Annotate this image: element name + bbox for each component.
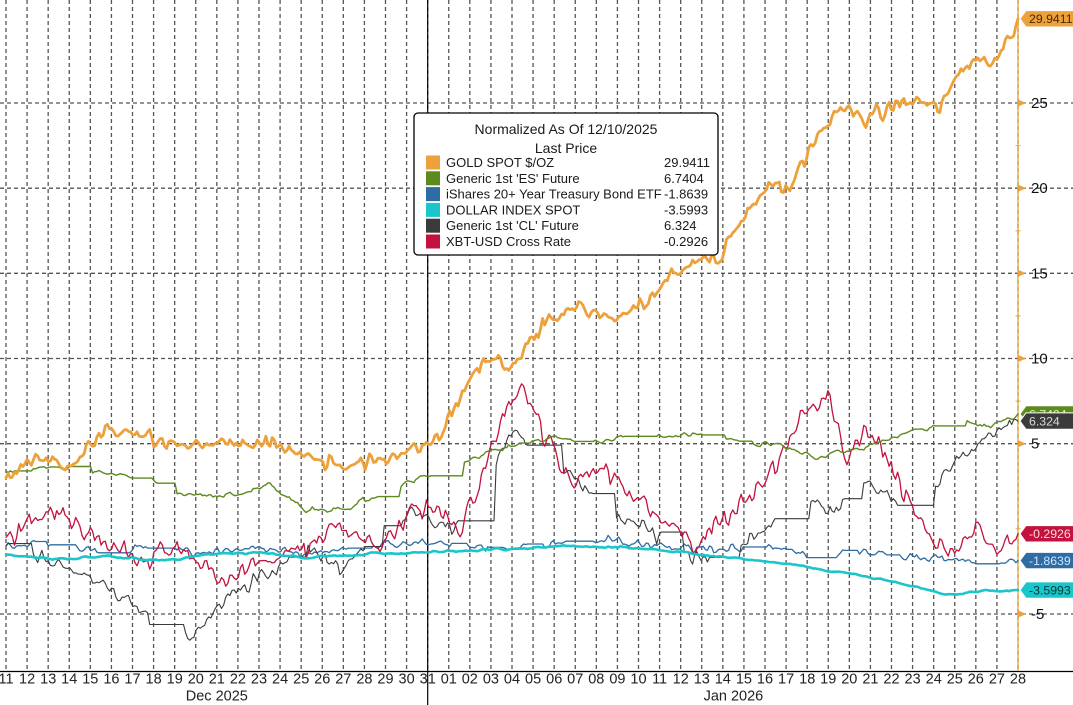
svg-text:10: 10 — [1031, 351, 1048, 368]
svg-text:28: 28 — [356, 672, 372, 688]
svg-text:6.7404: 6.7404 — [664, 171, 704, 186]
svg-text:22: 22 — [883, 672, 899, 688]
svg-text:22: 22 — [230, 672, 246, 688]
svg-text:20: 20 — [1031, 180, 1048, 197]
svg-text:12: 12 — [19, 672, 35, 688]
svg-text:23: 23 — [905, 672, 921, 688]
svg-text:-3.5993: -3.5993 — [1029, 584, 1071, 598]
svg-text:XBT-USD Cross Rate: XBT-USD Cross Rate — [446, 234, 571, 249]
svg-text:15: 15 — [736, 672, 752, 688]
svg-text:19: 19 — [820, 672, 836, 688]
svg-text:6.324: 6.324 — [1029, 415, 1060, 429]
svg-text:Generic 1st 'CL' Future: Generic 1st 'CL' Future — [446, 218, 579, 233]
svg-text:25: 25 — [293, 672, 309, 688]
svg-text:02: 02 — [462, 672, 478, 688]
svg-text:18: 18 — [146, 672, 162, 688]
svg-text:28: 28 — [1010, 672, 1026, 688]
svg-text:15: 15 — [82, 672, 98, 688]
svg-text:05: 05 — [525, 672, 541, 688]
svg-text:Generic 1st 'ES' Future: Generic 1st 'ES' Future — [446, 171, 580, 186]
svg-text:-3.5993: -3.5993 — [664, 202, 708, 217]
svg-text:27: 27 — [335, 672, 351, 688]
svg-text:6.324: 6.324 — [664, 218, 697, 233]
svg-text:29: 29 — [377, 672, 393, 688]
svg-text:23: 23 — [251, 672, 267, 688]
svg-text:06: 06 — [546, 672, 562, 688]
svg-text:15: 15 — [1031, 265, 1048, 282]
svg-text:26: 26 — [968, 672, 984, 688]
svg-text:09: 09 — [609, 672, 625, 688]
svg-text:13: 13 — [694, 672, 710, 688]
svg-text:-5: -5 — [1031, 606, 1044, 623]
svg-text:16: 16 — [757, 672, 773, 688]
svg-text:17: 17 — [778, 672, 794, 688]
svg-text:Normalized As Of 12/10/2025: Normalized As Of 12/10/2025 — [475, 121, 658, 137]
svg-text:iShares 20+ Year Treasury Bond: iShares 20+ Year Treasury Bond ETF — [446, 187, 662, 202]
svg-text:27: 27 — [989, 672, 1005, 688]
svg-text:29.9411: 29.9411 — [664, 155, 710, 170]
svg-text:GOLD SPOT $/OZ: GOLD SPOT $/OZ — [446, 155, 554, 170]
svg-text:Jan 2026: Jan 2026 — [704, 689, 764, 705]
svg-text:13: 13 — [40, 672, 56, 688]
svg-text:30: 30 — [399, 672, 415, 688]
svg-text:25: 25 — [1031, 95, 1048, 112]
svg-text:12: 12 — [673, 672, 689, 688]
svg-text:-1.8639: -1.8639 — [1029, 554, 1071, 568]
svg-text:07: 07 — [567, 672, 583, 688]
svg-text:14: 14 — [61, 672, 77, 688]
svg-text:18: 18 — [799, 672, 815, 688]
svg-text:17: 17 — [124, 672, 140, 688]
svg-text:11: 11 — [652, 672, 667, 688]
svg-text:31: 31 — [420, 672, 436, 688]
svg-text:-0.2926: -0.2926 — [664, 234, 708, 249]
svg-text:-0.2926: -0.2926 — [1029, 527, 1071, 541]
svg-text:29.9411: 29.9411 — [1029, 12, 1073, 26]
svg-text:04: 04 — [504, 672, 520, 688]
svg-text:11: 11 — [0, 672, 14, 688]
svg-text:DOLLAR INDEX SPOT: DOLLAR INDEX SPOT — [446, 202, 580, 217]
svg-text:-1.8639: -1.8639 — [664, 187, 708, 202]
svg-text:26: 26 — [314, 672, 330, 688]
svg-text:10: 10 — [630, 672, 646, 688]
svg-text:14: 14 — [715, 672, 731, 688]
svg-text:25: 25 — [947, 672, 963, 688]
svg-text:08: 08 — [588, 672, 604, 688]
svg-text:20: 20 — [841, 672, 857, 688]
svg-text:16: 16 — [103, 672, 119, 688]
svg-text:01: 01 — [441, 672, 457, 688]
svg-text:5: 5 — [1031, 436, 1039, 453]
svg-text:03: 03 — [483, 672, 499, 688]
svg-text:24: 24 — [272, 672, 288, 688]
svg-text:20: 20 — [188, 672, 204, 688]
svg-text:24: 24 — [926, 672, 942, 688]
svg-text:Dec 2025: Dec 2025 — [186, 689, 248, 705]
svg-text:21: 21 — [862, 672, 878, 688]
svg-text:Last Price: Last Price — [535, 140, 597, 156]
svg-text:21: 21 — [209, 672, 225, 688]
svg-text:19: 19 — [167, 672, 183, 688]
